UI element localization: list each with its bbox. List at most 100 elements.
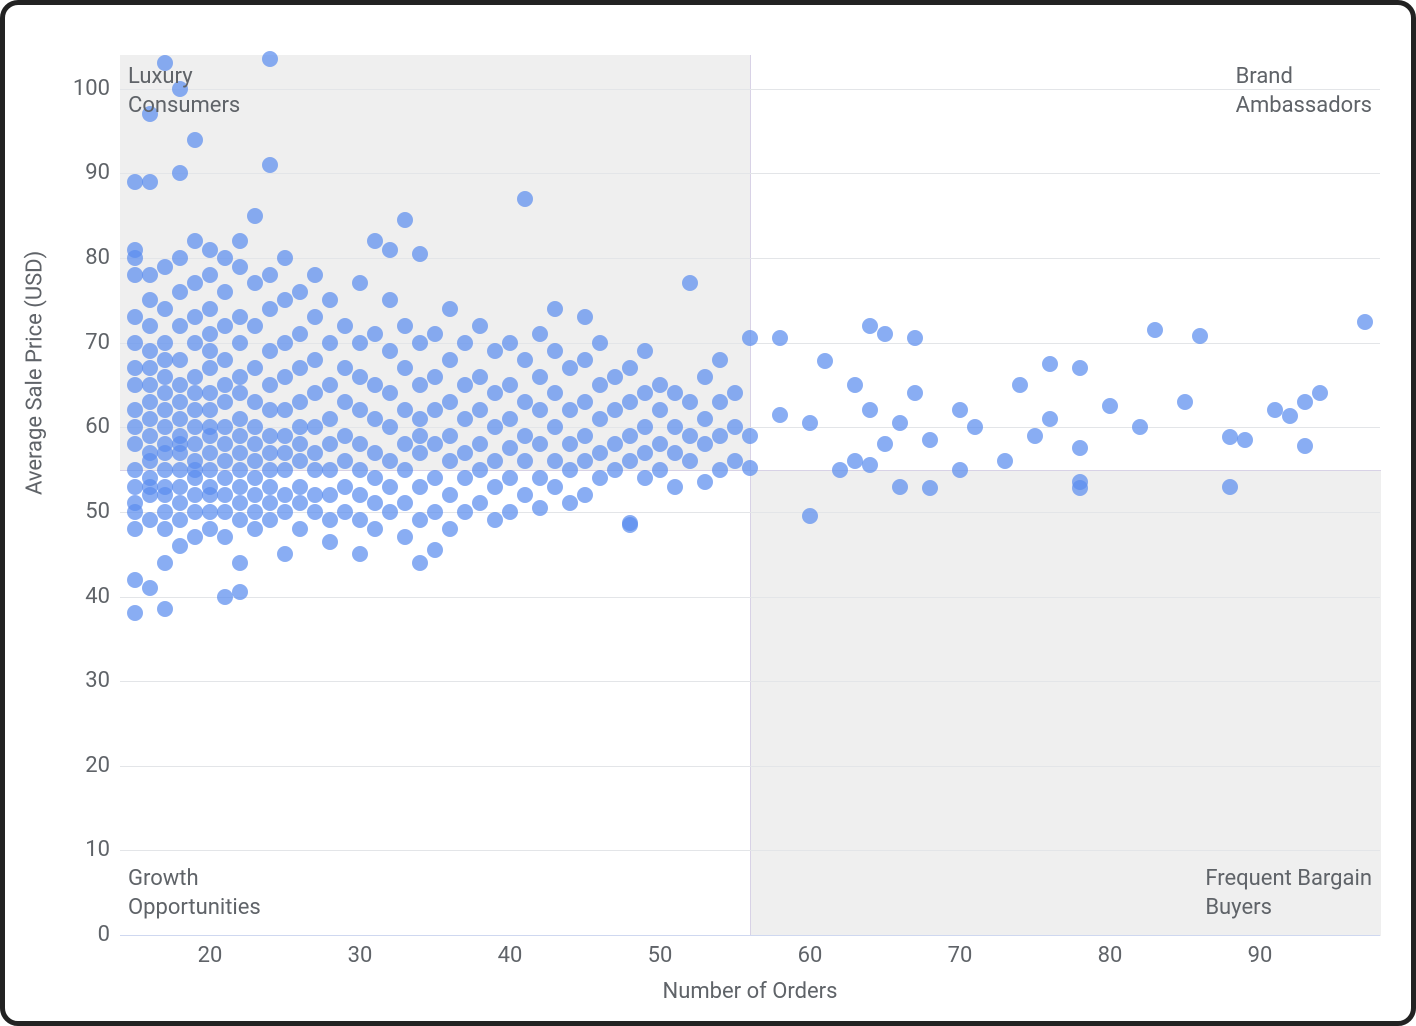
scatter-point bbox=[142, 580, 158, 596]
scatter-point bbox=[772, 407, 788, 423]
scatter-point bbox=[307, 445, 323, 461]
scatter-point bbox=[637, 470, 653, 486]
scatter-point bbox=[742, 428, 758, 444]
scatter-point bbox=[127, 402, 143, 418]
scatter-point bbox=[457, 445, 473, 461]
scatter-point bbox=[322, 436, 338, 452]
scatter-point bbox=[607, 402, 623, 418]
scatter-point bbox=[622, 394, 638, 410]
scatter-point bbox=[487, 479, 503, 495]
scatter-point bbox=[202, 419, 218, 435]
scatter-point bbox=[622, 453, 638, 469]
scatter-point bbox=[232, 259, 248, 275]
scatter-point bbox=[307, 385, 323, 401]
y-tick-label: 50 bbox=[85, 499, 110, 524]
scatter-point bbox=[202, 521, 218, 537]
scatter-point bbox=[562, 436, 578, 452]
scatter-point bbox=[802, 508, 818, 524]
x-tick-label: 20 bbox=[198, 943, 223, 968]
scatter-point bbox=[217, 487, 233, 503]
scatter-point bbox=[157, 385, 173, 401]
scatter-point bbox=[187, 487, 203, 503]
scatter-point bbox=[202, 504, 218, 520]
scatter-point bbox=[202, 462, 218, 478]
scatter-point bbox=[457, 504, 473, 520]
scatter-point bbox=[142, 174, 158, 190]
scatter-point bbox=[172, 352, 188, 368]
scatter-point bbox=[412, 428, 428, 444]
scatter-point bbox=[307, 504, 323, 520]
scatter-point bbox=[637, 419, 653, 435]
scatter-point bbox=[172, 462, 188, 478]
scatter-point bbox=[232, 555, 248, 571]
scatter-point bbox=[397, 402, 413, 418]
scatter-point bbox=[562, 462, 578, 478]
scatter-point bbox=[367, 470, 383, 486]
scatter-point bbox=[427, 326, 443, 342]
scatter-point bbox=[217, 318, 233, 334]
scatter-point bbox=[172, 512, 188, 528]
scatter-point bbox=[292, 495, 308, 511]
scatter-point bbox=[442, 428, 458, 444]
scatter-point bbox=[382, 385, 398, 401]
scatter-point bbox=[277, 335, 293, 351]
scatter-point bbox=[412, 479, 428, 495]
scatter-point bbox=[337, 360, 353, 376]
scatter-point bbox=[1027, 428, 1043, 444]
scatter-point bbox=[1042, 411, 1058, 427]
scatter-point bbox=[292, 521, 308, 537]
scatter-point bbox=[1267, 402, 1283, 418]
scatter-point bbox=[487, 385, 503, 401]
quadrant-label-brand-ambassadors: Brand Ambassadors bbox=[1236, 63, 1372, 120]
scatter-point bbox=[172, 394, 188, 410]
scatter-point bbox=[247, 521, 263, 537]
scatter-point bbox=[502, 377, 518, 393]
scatter-point bbox=[277, 292, 293, 308]
scatter-point bbox=[1237, 432, 1253, 448]
scatter-point bbox=[532, 369, 548, 385]
scatter-point bbox=[502, 504, 518, 520]
scatter-point bbox=[172, 411, 188, 427]
scatter-point bbox=[232, 462, 248, 478]
scatter-point bbox=[217, 284, 233, 300]
scatter-point bbox=[1042, 356, 1058, 372]
scatter-point bbox=[397, 212, 413, 228]
scatter-point bbox=[232, 584, 248, 600]
scatter-point bbox=[232, 309, 248, 325]
scatter-point bbox=[172, 318, 188, 334]
scatter-point bbox=[457, 335, 473, 351]
scatter-point bbox=[232, 369, 248, 385]
scatter-point bbox=[1072, 360, 1088, 376]
scatter-point bbox=[262, 445, 278, 461]
scatter-point bbox=[172, 165, 188, 181]
y-tick-label: 90 bbox=[85, 160, 110, 185]
scatter-point bbox=[292, 394, 308, 410]
scatter-point bbox=[502, 440, 518, 456]
scatter-point bbox=[712, 352, 728, 368]
scatter-point bbox=[442, 301, 458, 317]
scatter-point bbox=[862, 402, 878, 418]
scatter-point bbox=[412, 411, 428, 427]
scatter-point bbox=[577, 309, 593, 325]
scatter-point bbox=[862, 318, 878, 334]
scatter-point bbox=[712, 428, 728, 444]
x-tick-label: 40 bbox=[498, 943, 523, 968]
scatter-point bbox=[247, 436, 263, 452]
scatter-point bbox=[157, 462, 173, 478]
scatter-point bbox=[187, 436, 203, 452]
scatter-point bbox=[157, 504, 173, 520]
scatter-point bbox=[187, 369, 203, 385]
scatter-point bbox=[127, 495, 143, 511]
scatter-point bbox=[232, 479, 248, 495]
scatter-point bbox=[997, 453, 1013, 469]
scatter-point bbox=[682, 453, 698, 469]
scatter-point bbox=[142, 343, 158, 359]
scatter-point bbox=[1357, 314, 1373, 330]
scatter-point bbox=[187, 402, 203, 418]
scatter-point bbox=[217, 470, 233, 486]
scatter-point bbox=[187, 132, 203, 148]
scatter-point bbox=[622, 428, 638, 444]
scatter-point bbox=[637, 385, 653, 401]
scatter-point bbox=[547, 453, 563, 469]
scatter-point bbox=[277, 445, 293, 461]
